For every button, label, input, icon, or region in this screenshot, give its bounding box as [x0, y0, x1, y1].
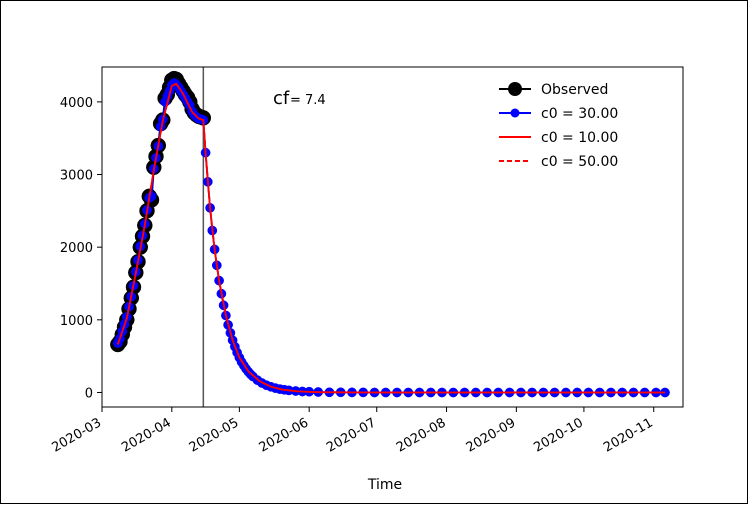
y-tick-label: 4000: [60, 96, 93, 111]
annotation-value: = 7.4: [290, 93, 326, 108]
legend-marker-0: [508, 82, 522, 96]
legend-marker-1: [510, 108, 520, 118]
legend-label-3: c0 = 50.00: [541, 154, 618, 170]
x-tick-label: 2020-04: [119, 415, 174, 455]
plot-content: [110, 67, 670, 407]
legend-label-1: c0 = 30.00: [541, 106, 618, 122]
legend: Observed c0 = 30.00 c0 = 10.00 c0 = 50.00: [499, 82, 618, 170]
y-tick-label: 3000: [60, 169, 93, 184]
x-tick-label: 2020-07: [324, 415, 379, 455]
series-line-3: [116, 82, 665, 394]
x-tick-label: 2020-08: [394, 415, 449, 455]
x-tick-label: 2020-06: [257, 415, 312, 455]
x-tick-label: 2020-05: [187, 415, 242, 455]
x-tick-label: 2020-03: [49, 415, 104, 455]
x-tick-label: 2020-10: [531, 415, 586, 455]
x-tick-label: 2020-11: [601, 415, 656, 455]
legend-label-0: Observed: [541, 82, 608, 98]
y-tick-label: 1000: [60, 314, 93, 329]
y-tick-label: 2000: [60, 241, 93, 256]
legend-label-2: c0 = 10.00: [541, 130, 618, 146]
annotation-prefix: cf: [273, 88, 290, 109]
x-tick-label: 2020-09: [464, 415, 519, 455]
x-axis-label: Time: [367, 477, 402, 493]
y-tick-label: 0: [85, 386, 93, 401]
plot-area: [101, 66, 684, 408]
